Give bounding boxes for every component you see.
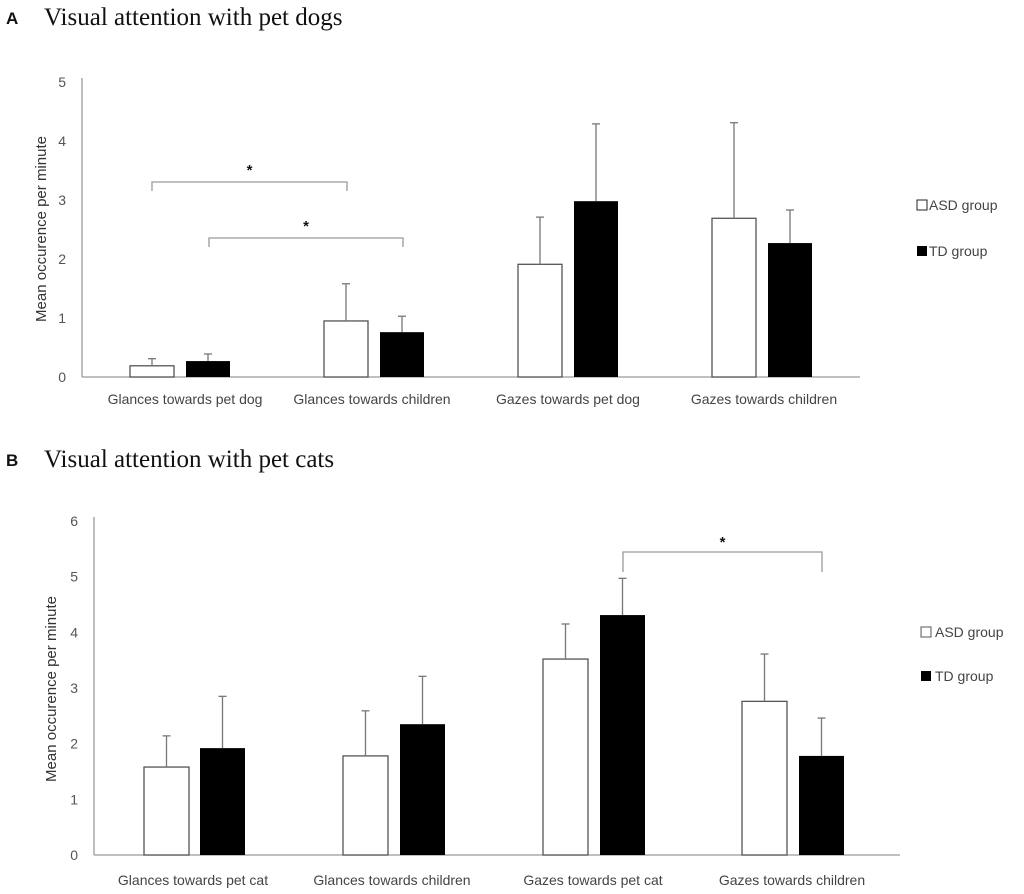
bar-asd <box>143 766 190 856</box>
bar-asd <box>517 263 563 378</box>
y-tick-label: 3 <box>70 680 78 696</box>
bar-asd <box>741 700 788 856</box>
bar-asd <box>129 365 175 378</box>
panel-a-legend: ASD group TD group <box>916 197 998 259</box>
significance-asterisk: * <box>303 218 309 235</box>
panel-b-title: Visual attention with pet cats <box>44 446 334 473</box>
y-tick-label: 2 <box>58 251 66 267</box>
significance-bracket <box>622 551 823 572</box>
legend-swatch-td <box>917 246 927 256</box>
bar-asd <box>711 217 757 378</box>
y-tick-label: 2 <box>70 736 78 752</box>
panel-a-title: Visual attention with pet dogs <box>44 4 342 31</box>
legend-label-td: TD group <box>935 668 994 684</box>
x-category-label: Gazes towards children <box>719 872 865 888</box>
significance-bracket <box>208 237 404 247</box>
bar-td <box>380 332 424 377</box>
y-tick-label: 0 <box>70 847 78 863</box>
panel-a: A Visual attention with pet dogs Mean oc… <box>6 4 998 407</box>
y-tick-label: 0 <box>58 369 66 385</box>
bar-td <box>200 748 245 855</box>
legend-swatch-asd <box>920 626 932 638</box>
legend-label-asd: ASD group <box>929 197 998 213</box>
bar-td <box>600 615 645 855</box>
bar-td <box>574 201 618 377</box>
bar-td <box>186 361 230 377</box>
y-tick-label: 3 <box>58 192 66 208</box>
significance-asterisk: * <box>720 534 726 551</box>
legend-swatch-asd <box>916 199 928 211</box>
legend-label-td: TD group <box>929 243 988 259</box>
bar-td <box>799 755 844 855</box>
y-tick-label: 4 <box>70 624 78 640</box>
panel-b-y-axis-label: Mean occurence per minute <box>43 596 60 782</box>
x-category-label: Gazes towards children <box>691 391 837 407</box>
legend-swatch-td <box>921 671 931 681</box>
x-category-label: Glances towards children <box>293 391 450 407</box>
bar-td <box>768 243 812 377</box>
bar-asd <box>342 755 389 856</box>
panel-b-letter: B <box>6 451 18 470</box>
x-category-label: Glances towards pet cat <box>118 872 268 888</box>
bar-asd <box>323 320 369 378</box>
panel-b: B Visual attention with pet cats Mean oc… <box>6 446 1004 888</box>
x-category-label: Gazes towards pet dog <box>496 391 640 407</box>
y-tick-label: 1 <box>70 791 78 807</box>
x-category-label: Gazes towards pet cat <box>523 872 662 888</box>
significance-bracket <box>151 181 348 191</box>
y-tick-label: 4 <box>58 133 66 149</box>
significance-asterisk: * <box>247 162 253 179</box>
x-category-label: Glances towards pet dog <box>108 391 263 407</box>
legend-label-asd: ASD group <box>935 624 1004 640</box>
x-category-label: Glances towards children <box>313 872 470 888</box>
panel-b-legend: ASD group TD group <box>920 624 1004 684</box>
y-tick-label: 5 <box>58 74 66 90</box>
y-tick-label: 1 <box>58 310 66 326</box>
panel-a-y-axis-label: Mean occurence per minute <box>33 136 50 322</box>
y-tick-label: 5 <box>70 569 78 585</box>
panel-a-letter: A <box>6 9 18 28</box>
y-tick-label: 6 <box>70 513 78 529</box>
bar-asd <box>542 658 589 856</box>
bar-td <box>400 724 445 855</box>
